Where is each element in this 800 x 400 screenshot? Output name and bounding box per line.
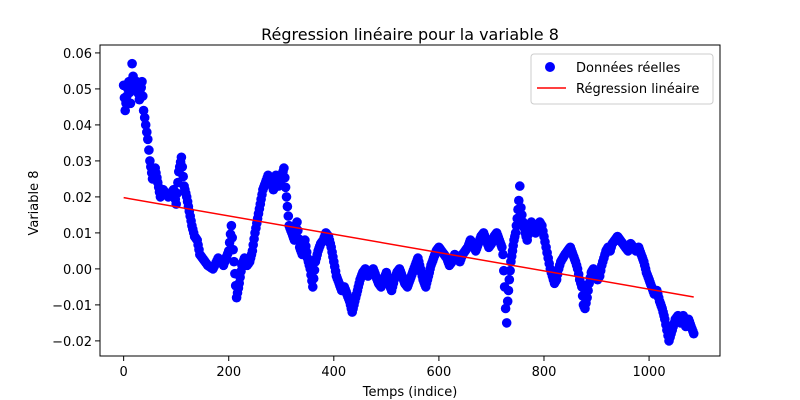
data-point xyxy=(308,273,319,284)
y-tick-label: 0.02 xyxy=(63,191,92,206)
data-point xyxy=(280,182,291,193)
data-point xyxy=(143,134,153,145)
regression-line xyxy=(123,196,694,298)
scatter-series xyxy=(118,58,699,346)
data-point xyxy=(582,292,592,303)
x-axis-label: Temps (indice) xyxy=(362,385,458,400)
data-point xyxy=(172,188,182,199)
x-tick-label: 1000 xyxy=(633,365,666,380)
data-point xyxy=(292,217,302,227)
data-point xyxy=(308,282,318,292)
data-point xyxy=(279,163,289,173)
data-point xyxy=(504,274,515,285)
data-point xyxy=(505,265,515,276)
x-tick-label: 200 xyxy=(216,365,241,380)
legend-marker-scatter xyxy=(545,62,555,72)
data-point xyxy=(281,192,292,202)
data-point xyxy=(142,127,152,137)
data-point xyxy=(138,105,149,116)
data-point xyxy=(229,256,239,267)
data-point xyxy=(282,201,293,212)
data-point xyxy=(140,120,151,130)
legend-box xyxy=(530,53,714,105)
data-point xyxy=(138,91,148,101)
data-point xyxy=(120,105,130,116)
x-tick-label: 800 xyxy=(532,365,557,380)
data-point xyxy=(227,232,237,243)
y-tick-label: −0.02 xyxy=(52,335,92,350)
data-point xyxy=(497,242,507,253)
data-point xyxy=(501,318,512,328)
y-tick-label: 0.04 xyxy=(63,119,92,134)
data-point xyxy=(178,171,188,182)
x-tick-label: 400 xyxy=(321,365,346,380)
y-axis-label: Variable 8 xyxy=(27,170,42,235)
data-point xyxy=(516,202,526,213)
data-point xyxy=(144,145,154,155)
data-point xyxy=(125,98,136,109)
data-point xyxy=(498,249,508,260)
data-point xyxy=(127,58,137,69)
data-point xyxy=(176,152,187,163)
plot-area xyxy=(118,58,699,346)
y-tick-label: 0.05 xyxy=(63,83,92,98)
data-point xyxy=(517,210,527,220)
data-point xyxy=(177,162,188,172)
data-point xyxy=(688,328,699,339)
data-point xyxy=(500,303,511,314)
data-point xyxy=(510,228,521,238)
x-axis: 0 200 400 600 800 1000 xyxy=(120,356,666,380)
data-point xyxy=(137,76,147,87)
y-tick-label: 0.03 xyxy=(63,155,92,170)
data-point xyxy=(139,112,150,123)
data-point xyxy=(283,211,294,221)
data-point xyxy=(514,195,524,206)
x-tick-label: 0 xyxy=(120,365,128,380)
x-tick-label: 600 xyxy=(426,365,451,380)
y-axis: −0.02 −0.01 0.00 0.01 0.02 0.03 0.04 0.05 0.06 xyxy=(52,47,100,350)
data-point xyxy=(515,181,525,191)
plot-frame xyxy=(99,44,721,357)
legend-label-scatter: Données réelles xyxy=(576,61,681,76)
data-point xyxy=(502,296,513,307)
y-tick-label: 0.00 xyxy=(63,263,92,278)
data-point xyxy=(309,265,320,275)
data-point xyxy=(228,244,238,255)
legend-label-line: Régression linéaire xyxy=(576,82,699,97)
data-point xyxy=(503,285,514,296)
data-point xyxy=(280,172,290,183)
y-tick-label: −0.01 xyxy=(52,299,92,314)
data-point xyxy=(583,285,593,296)
y-tick-label: 0.01 xyxy=(63,227,92,242)
chart-title: Régression linéaire pour la variable 8 xyxy=(261,25,559,44)
legend: Données réelles Régression linéaire xyxy=(530,53,714,105)
y-tick-label: 0.06 xyxy=(63,47,92,62)
data-point xyxy=(226,220,237,231)
